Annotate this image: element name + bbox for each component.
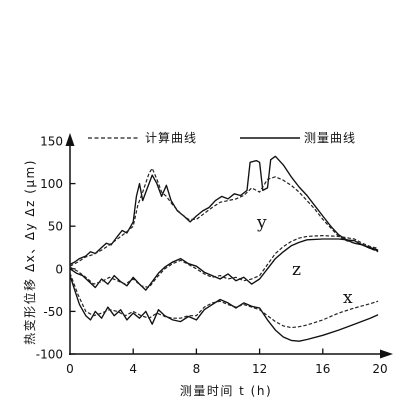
series-lines (69, 155, 379, 342)
x-tick-label: 12 (252, 362, 267, 376)
z-calculated-curve (69, 235, 379, 289)
legend: 计算曲线 测量曲线 (88, 130, 356, 145)
x-tick-label: 8 (193, 362, 201, 376)
y-tick-label: -50 (43, 305, 63, 319)
y-axis-label: 热变形位移 Δx、Δy Δz (μm) (22, 159, 37, 345)
z-measured-curve (69, 238, 379, 291)
curve-label-x: x (343, 288, 353, 308)
legend-label-calculated: 计算曲线 (145, 130, 197, 145)
x-tick-label: 4 (129, 362, 137, 376)
x-measured-curve (69, 275, 379, 342)
y-tick-label: 150 (40, 135, 63, 149)
x-axis-arrow-icon (380, 349, 393, 359)
x-axis (69, 349, 393, 359)
y-axis (65, 133, 75, 355)
x-calculated-curve (69, 272, 379, 329)
y-calculated-curve (69, 167, 379, 267)
y-tick-label: -100 (36, 348, 63, 362)
curve-label-z: z (292, 260, 301, 280)
curve-label-y: y (256, 213, 267, 233)
y-tick-label: 50 (48, 220, 63, 234)
y-axis-arrow-icon (65, 133, 75, 146)
y-measured-curve (69, 155, 379, 266)
y-tick-label: 0 (55, 262, 63, 276)
x-axis-label: 测量时间 t (h) (180, 384, 272, 398)
x-tick-label: 16 (315, 362, 330, 376)
x-tick-label: 0 (66, 362, 74, 376)
legend-label-measured: 测量曲线 (304, 131, 356, 145)
y-tick-label: 100 (40, 177, 63, 191)
x-tick-label: 20 (372, 362, 387, 376)
